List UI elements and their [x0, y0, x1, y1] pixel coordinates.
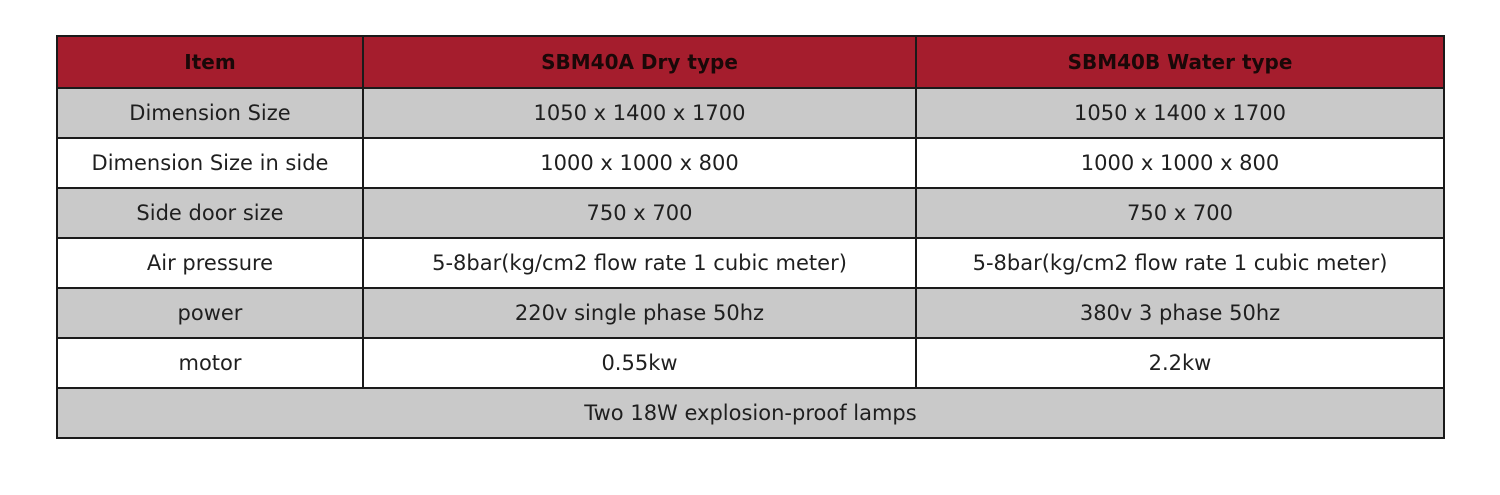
row-label: Side door size: [56, 187, 364, 239]
cell-sbm40b: 750 x 700: [915, 187, 1445, 239]
footer-note: Two 18W explosion-proof lamps: [56, 387, 1445, 439]
cell-sbm40a: 750 x 700: [362, 187, 917, 239]
header-row: Item SBM40A Dry type SBM40B Water type: [56, 35, 1445, 89]
cell-sbm40b: 5-8bar(kg/cm2 flow rate 1 cubic meter): [915, 237, 1445, 289]
cell-sbm40a: 1000 x 1000 x 800: [362, 137, 917, 189]
cell-sbm40b: 1000 x 1000 x 800: [915, 137, 1445, 189]
row-label: power: [56, 287, 364, 339]
header-item: Item: [56, 35, 364, 89]
cell-sbm40a: 0.55kw: [362, 337, 917, 389]
cell-sbm40a: 1050 x 1400 x 1700: [362, 87, 917, 139]
row-label: motor: [56, 337, 364, 389]
cell-sbm40b: 1050 x 1400 x 1700: [915, 87, 1445, 139]
table-row: Dimension Size 1050 x 1400 x 1700 1050 x…: [56, 87, 1445, 139]
row-label: Dimension Size: [56, 87, 364, 139]
table-row: power 220v single phase 50hz 380v 3 phas…: [56, 287, 1445, 339]
cell-sbm40a: 5-8bar(kg/cm2 flow rate 1 cubic meter): [362, 237, 917, 289]
table-row: Air pressure 5-8bar(kg/cm2 flow rate 1 c…: [56, 237, 1445, 289]
footer-row: Two 18W explosion-proof lamps: [56, 387, 1445, 439]
cell-sbm40a: 220v single phase 50hz: [362, 287, 917, 339]
header-sbm40a: SBM40A Dry type: [362, 35, 917, 89]
header-sbm40b: SBM40B Water type: [915, 35, 1445, 89]
cell-sbm40b: 380v 3 phase 50hz: [915, 287, 1445, 339]
table-row: Side door size 750 x 700 750 x 700: [56, 187, 1445, 239]
row-label: Dimension Size in side: [56, 137, 364, 189]
spec-table: Item SBM40A Dry type SBM40B Water type D…: [56, 35, 1445, 439]
table-row: Dimension Size in side 1000 x 1000 x 800…: [56, 137, 1445, 189]
table-row: motor 0.55kw 2.2kw: [56, 337, 1445, 389]
row-label: Air pressure: [56, 237, 364, 289]
cell-sbm40b: 2.2kw: [915, 337, 1445, 389]
